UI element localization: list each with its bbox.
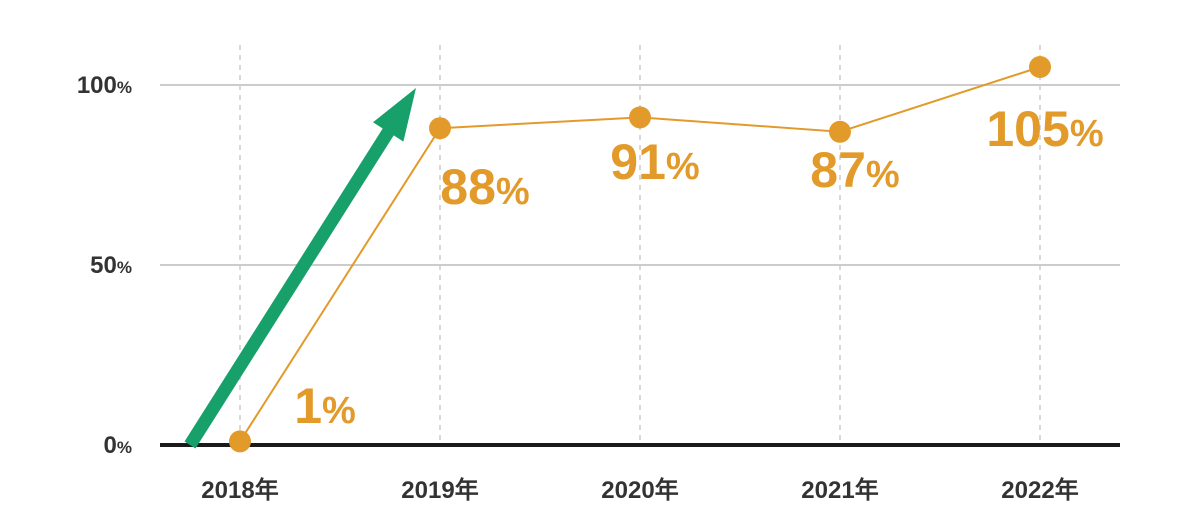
data-label-value: 105 — [986, 101, 1069, 157]
y-tick-unit: % — [117, 438, 132, 457]
data-label-unit: % — [1070, 113, 1104, 155]
data-label-value: 91 — [610, 134, 666, 190]
data-points — [229, 56, 1051, 453]
data-point — [229, 430, 251, 453]
x-tick-label: 2022年 — [1001, 476, 1078, 504]
data-label: 88% — [440, 159, 529, 215]
y-tick-unit: % — [117, 258, 132, 277]
vertical-guides — [239, 45, 1041, 445]
data-label-unit: % — [866, 154, 900, 196]
y-tick-unit: % — [117, 78, 132, 97]
x-tick-label: 2021年 — [801, 476, 878, 504]
data-label-value: 1 — [294, 378, 322, 434]
data-labels: 1%88%91% 87%105% — [294, 101, 1103, 434]
growth-arrow — [184, 88, 416, 449]
data-label: 91% — [610, 134, 699, 190]
data-point — [629, 106, 651, 129]
data-point — [829, 120, 851, 143]
y-tick-label: 0% — [104, 432, 132, 459]
x-tick-label: 2019年 — [401, 476, 478, 504]
data-point — [429, 117, 451, 140]
data-label-unit: % — [496, 171, 530, 213]
y-tick-labels: 0%50%100% — [77, 72, 132, 459]
data-label-value: 88 — [440, 159, 496, 215]
x-tick-labels: 2018年 2019年 2020年 2021年 2022年 — [201, 476, 1078, 504]
y-tick-label: 100% — [77, 72, 132, 99]
x-tick-label: 2018年 — [201, 476, 278, 504]
data-point — [1029, 56, 1051, 78]
y-tick-value: 50 — [90, 252, 117, 279]
x-tick-label: 2020年 — [601, 476, 678, 504]
data-label-value: 87 — [810, 142, 866, 198]
data-label: 105% — [986, 101, 1103, 157]
data-label: 87% — [810, 142, 899, 198]
y-tick-value: 100 — [77, 72, 117, 99]
data-label-unit: % — [666, 146, 700, 188]
y-tick-label: 50% — [90, 252, 132, 279]
data-label-unit: % — [322, 390, 356, 432]
data-label: 1% — [294, 378, 356, 434]
y-tick-value: 0 — [104, 432, 117, 459]
